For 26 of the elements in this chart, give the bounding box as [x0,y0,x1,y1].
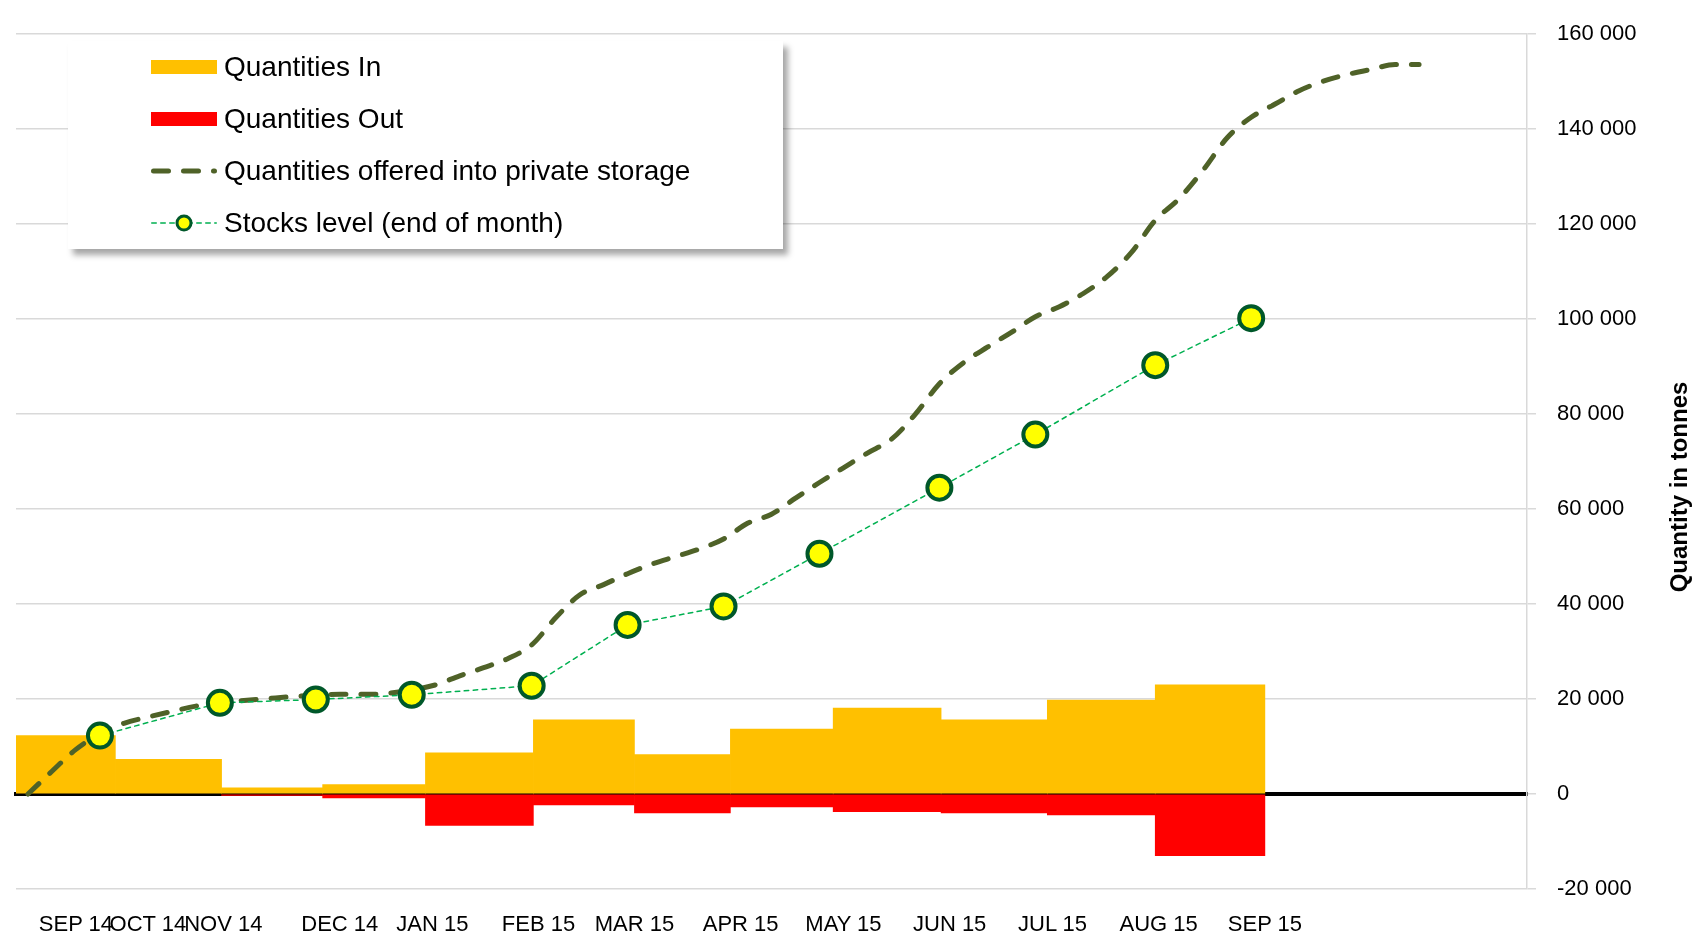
legend-label: Quantities offered into private storage [224,155,691,188]
x-tick-label: MAR 15 [594,911,675,937]
y-tick-label: 120 000 [1557,210,1637,236]
y-tick-label: 80 000 [1557,400,1625,426]
x-tick-label: FEB 15 [501,911,576,937]
y-tick-label: 60 000 [1557,495,1625,521]
x-tick-label: MAY 15 [805,911,882,937]
x-tick-label: DEC 14 [301,911,379,937]
x-tick-label: AUG 15 [1119,911,1198,937]
y-tick-label: 160 000 [1557,20,1637,46]
legend-label: Quantities Out [224,103,403,136]
y-axis-title: Quantity in tonnes [1665,381,1693,592]
y-tick-label: 20 000 [1557,685,1625,711]
legend-label: Quantities In [224,51,382,84]
x-tick-label: OCT 14 [109,911,187,937]
x-tick-label: JUN 15 [912,911,987,937]
x-tick-label: APR 15 [702,911,779,937]
y-tick-label: -20 000 [1557,875,1632,901]
x-tick-label: JAN 15 [396,911,469,937]
x-tick-label: SEP 15 [1227,911,1302,937]
y-tick-label: 40 000 [1557,590,1625,616]
x-tick-label: JUL 15 [1018,911,1087,937]
y-tick-label: 100 000 [1557,305,1637,331]
legend-label: Stocks level (end of month) [224,207,564,240]
y-tick-label: 140 000 [1557,115,1637,141]
y-tick-label: 0 [1557,780,1570,806]
